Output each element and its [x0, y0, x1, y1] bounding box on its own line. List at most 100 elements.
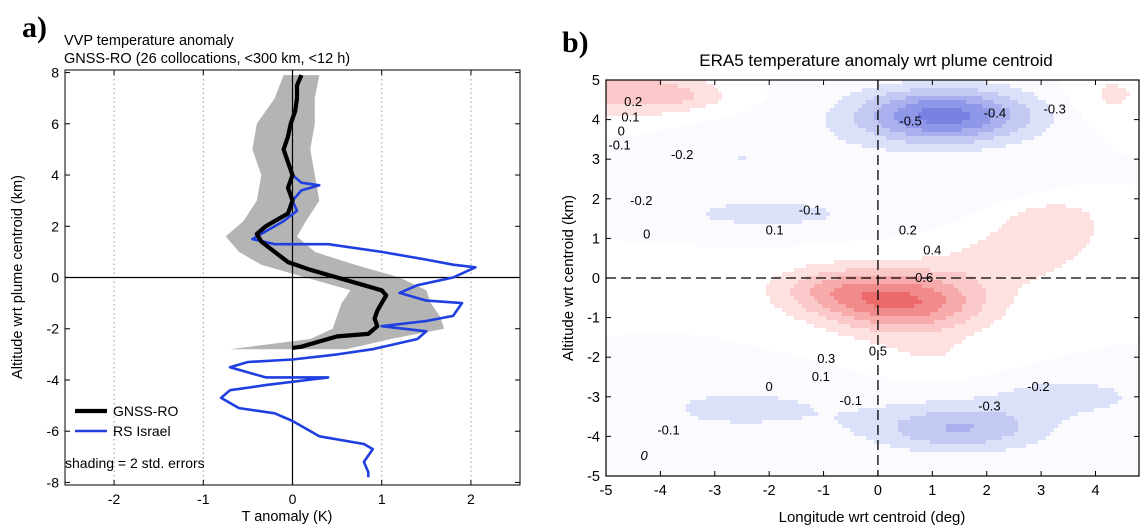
contour-cell [610, 172, 615, 177]
contour-cell [682, 428, 687, 433]
contour-cell [646, 148, 651, 153]
contour-cell [794, 96, 799, 101]
contour-cell [738, 108, 743, 113]
contour-cell [754, 268, 759, 273]
contour-cell [610, 148, 615, 153]
contour-cell [690, 144, 695, 149]
contour-cell [706, 172, 711, 177]
contour-cell [726, 92, 731, 97]
contour-cell [718, 364, 723, 369]
contour-cell [798, 436, 803, 441]
contour-cell [618, 380, 623, 385]
contour-cell [750, 464, 755, 469]
contour-cell [790, 132, 795, 137]
contour-cell [682, 204, 687, 209]
contour-cell [638, 352, 643, 357]
contour-cell [758, 108, 763, 113]
contour-cell [618, 296, 623, 301]
contour-cell [626, 308, 631, 313]
contour-cell [762, 368, 767, 373]
contour-cell [666, 88, 671, 93]
contour-cell [774, 372, 779, 377]
contour-cell [686, 88, 691, 93]
contour-cell [730, 452, 735, 457]
contour-cell [626, 432, 631, 437]
contour-cell [690, 308, 695, 313]
contour-cell [618, 312, 623, 317]
contour-cell [762, 348, 767, 353]
contour-cell [786, 312, 791, 317]
contour-cell [802, 324, 807, 329]
contour-cell [654, 252, 659, 257]
contour-cell [710, 260, 715, 265]
contour-cell [606, 384, 611, 389]
contour-cell [746, 292, 751, 297]
contour-cell [642, 308, 647, 313]
contour-cell [630, 204, 635, 209]
contour-cell [706, 256, 711, 261]
contour-cell [646, 436, 651, 441]
contour-cell [618, 276, 623, 281]
contour-cell [610, 220, 615, 225]
contour-cell [714, 220, 719, 225]
contour-cell [650, 312, 655, 317]
contour-cell [674, 400, 679, 405]
contour-cell [782, 228, 787, 233]
contour-cell [778, 80, 783, 85]
contour-cell [770, 132, 775, 137]
contour-cell [610, 344, 615, 349]
contour-cell [782, 404, 787, 409]
contour-cell [782, 364, 787, 369]
contour-cell [630, 436, 635, 441]
contour-cell [742, 300, 747, 305]
contour-cell [678, 332, 683, 337]
contour-cell [722, 152, 727, 157]
contour-cell [766, 232, 771, 237]
contour-cell [734, 280, 739, 285]
contour-cell [622, 436, 627, 441]
contour-cell [774, 116, 779, 121]
contour-cell [782, 360, 787, 365]
contour-cell [774, 300, 779, 305]
contour-cell [606, 128, 611, 133]
contour-cell [650, 252, 655, 257]
contour-cell [658, 404, 663, 409]
contour-cell [714, 420, 719, 425]
contour-cell [690, 456, 695, 461]
contour-cell [698, 372, 703, 377]
contour-cell [710, 184, 715, 189]
contour-cell [666, 160, 671, 165]
contour-cell [786, 460, 791, 465]
contour-cell [794, 384, 799, 389]
contour-cell [682, 208, 687, 213]
contour-cell [762, 304, 767, 309]
contour-cell [606, 200, 611, 205]
contour-cell [790, 328, 795, 333]
contour-cell [698, 336, 703, 341]
contour-cell [702, 320, 707, 325]
contour-cell [706, 416, 711, 421]
contour-cell [802, 200, 807, 205]
contour-cell [738, 192, 743, 197]
contour-cell [618, 272, 623, 277]
contour-cell [762, 292, 767, 297]
contour-cell [630, 132, 635, 137]
contour-cell [622, 100, 627, 105]
contour-cell [638, 288, 643, 293]
contour-cell [758, 256, 763, 261]
contour-cell [774, 352, 779, 357]
contour-cell [638, 472, 643, 476]
contour-cell [646, 260, 651, 265]
contour-cell [638, 124, 643, 129]
contour-cell [686, 156, 691, 161]
contour-cell [766, 304, 771, 309]
panel-a-x-ticks: -2 -1 0 1 2 [108, 70, 475, 507]
contour-cell [618, 92, 623, 97]
contour-cell [750, 472, 755, 476]
contour-cell [722, 276, 727, 281]
contour-cell [702, 464, 707, 469]
contour-cell [738, 408, 743, 413]
contour-cell [670, 116, 675, 121]
contour-cell [638, 128, 643, 133]
contour-cell [718, 360, 723, 365]
